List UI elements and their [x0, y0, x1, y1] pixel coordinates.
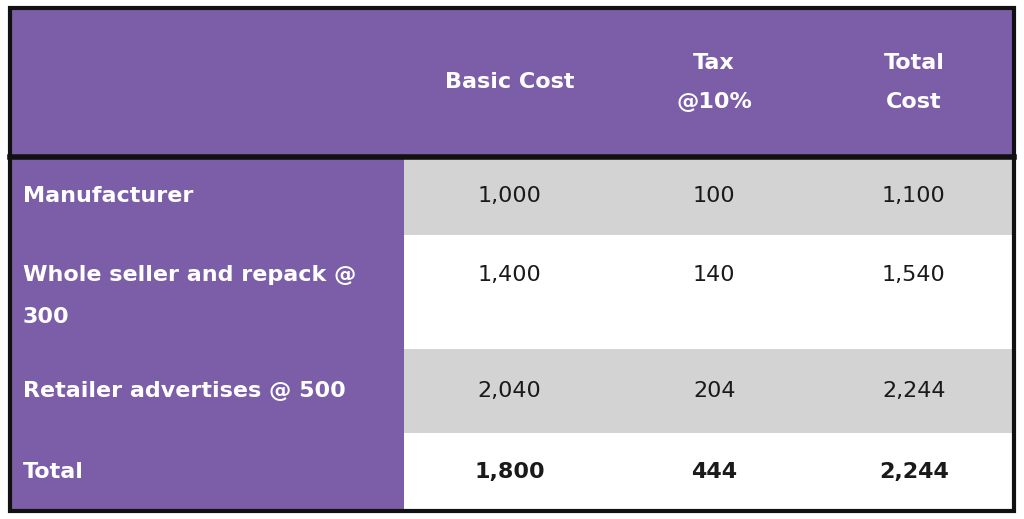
Text: 1,800: 1,800	[474, 462, 545, 482]
Text: 204: 204	[693, 381, 735, 401]
Bar	[614, 236, 814, 349]
Bar	[814, 349, 1014, 433]
Text: 444: 444	[691, 462, 737, 482]
Text: Manufacturer: Manufacturer	[23, 186, 193, 206]
Text: 1,400: 1,400	[477, 265, 542, 285]
Bar	[10, 157, 404, 236]
Bar	[10, 433, 404, 511]
Text: Retailer advertises @ 500: Retailer advertises @ 500	[23, 381, 345, 401]
Bar	[614, 433, 814, 511]
Text: Basic Cost: Basic Cost	[444, 73, 574, 92]
Bar	[10, 349, 404, 433]
Bar	[10, 8, 1014, 157]
Bar	[404, 157, 614, 236]
Text: 140: 140	[693, 265, 735, 285]
Text: 1,540: 1,540	[882, 265, 946, 285]
Text: 100: 100	[693, 186, 735, 206]
Text: 300: 300	[23, 307, 70, 327]
Bar	[404, 433, 614, 511]
Text: @10%: @10%	[676, 92, 753, 112]
Text: Tax: Tax	[693, 53, 735, 73]
Bar	[404, 236, 614, 349]
Bar	[814, 236, 1014, 349]
Bar	[814, 157, 1014, 236]
Text: Total: Total	[884, 53, 944, 73]
Bar	[614, 157, 814, 236]
Bar	[814, 433, 1014, 511]
Text: 2,244: 2,244	[882, 381, 946, 401]
Text: 2,244: 2,244	[879, 462, 949, 482]
Bar	[10, 236, 404, 349]
Text: 1,100: 1,100	[882, 186, 946, 206]
Text: Whole seller and repack @: Whole seller and repack @	[23, 265, 356, 285]
Text: Cost: Cost	[886, 92, 942, 112]
Text: Total: Total	[23, 462, 83, 482]
Text: 2,040: 2,040	[477, 381, 542, 401]
Bar	[614, 349, 814, 433]
Bar	[404, 349, 614, 433]
Text: 1,000: 1,000	[477, 186, 542, 206]
